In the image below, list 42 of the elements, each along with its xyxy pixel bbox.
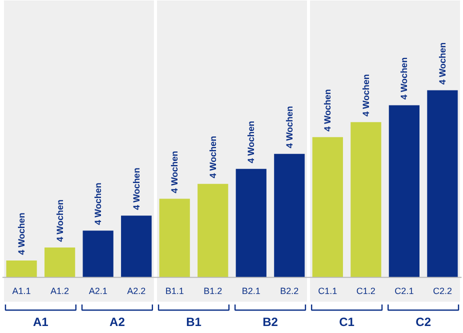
x-tick-label: C1.1: [318, 286, 338, 296]
annotation: 4 Wochen: [322, 89, 333, 132]
annotation: 4 Wochen: [170, 150, 180, 194]
x-tick-label: B1.2: [204, 286, 222, 296]
annotation: 4 Wochen: [284, 106, 294, 148]
x-tick-label: B2.1: [242, 286, 260, 296]
bar: [6, 260, 37, 278]
text: A1: [33, 314, 49, 329]
x-tick-label: A1.2: [50, 286, 70, 296]
text: B2: [262, 314, 278, 329]
x-tick-label: C1.2: [356, 286, 376, 296]
x-tick-label: B2.2: [280, 286, 299, 296]
bar: [159, 198, 190, 278]
text: A2: [110, 314, 126, 329]
annotation: 4 Wochen: [16, 212, 27, 255]
bar: [121, 216, 152, 278]
x-tick-label: A2.2: [127, 286, 146, 296]
annotation: 4 Wochen: [131, 168, 142, 210]
text: C2: [416, 314, 432, 329]
x-tick-label: A1.1: [12, 286, 31, 296]
annotation: 4 Wochen: [399, 57, 410, 100]
text: C1: [339, 314, 355, 329]
x-tick-label: C2.2: [432, 286, 452, 296]
annotation: 4 Wochen: [360, 74, 371, 116]
bar: [312, 137, 343, 278]
bar: [82, 230, 114, 278]
annotation: 4 Wochen: [208, 136, 218, 178]
bar: [198, 184, 228, 278]
annotation: 4 Wochen: [437, 42, 448, 85]
x-tick-label: C2.1: [394, 286, 414, 296]
bar: [236, 168, 266, 278]
bar: [350, 122, 382, 278]
bar: [44, 247, 76, 278]
annotation: 4 Wochen: [93, 182, 104, 225]
x-tick-label: A2.1: [88, 286, 108, 296]
x-tick-label: B1.1: [165, 286, 184, 296]
annotation: 4 Wochen: [246, 120, 256, 164]
bar: [388, 105, 420, 278]
text: B1: [186, 314, 202, 329]
annotation: 4 Wochen: [54, 199, 65, 242]
bar: [427, 90, 458, 278]
bar: [274, 154, 305, 278]
